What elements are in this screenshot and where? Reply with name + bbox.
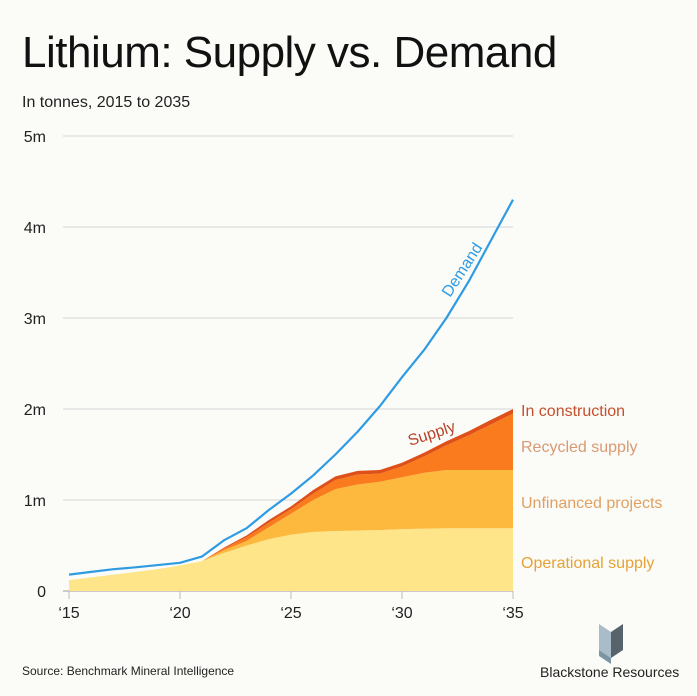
y-tick-label: 0 (37, 584, 46, 601)
x-tick-label: ‘35 (502, 605, 523, 622)
legend-label: Operational supply (521, 555, 654, 572)
y-tick-label: 4m (24, 220, 46, 237)
y-tick-label: 5m (24, 129, 46, 146)
legend-label: Recycled supply (521, 439, 638, 456)
source-note: Source: Benchmark Mineral Intelligence (22, 664, 235, 678)
legend-label: In construction (521, 403, 625, 420)
y-tick-label: 1m (24, 493, 46, 510)
x-tick-label: ‘30 (391, 605, 412, 622)
brand-name: Blackstone Resources (540, 664, 680, 680)
legend-label: Unfinanced projects (521, 495, 662, 512)
chart-subtitle: In tonnes, 2015 to 2035 (22, 94, 191, 111)
demand-line (68, 199, 514, 576)
chart-title: Lithium: Supply vs. Demand (22, 28, 557, 77)
area-operational-supply (69, 528, 513, 591)
x-tick-label: ‘20 (169, 605, 190, 622)
y-tick-label: 2m (24, 402, 46, 419)
y-tick-label: 3m (24, 311, 46, 328)
x-tick-label: ‘15 (58, 605, 79, 622)
blackstone-logo-icon (599, 624, 623, 664)
x-tick-label: ‘25 (280, 605, 301, 622)
area-unfinanced-projects (69, 469, 513, 581)
